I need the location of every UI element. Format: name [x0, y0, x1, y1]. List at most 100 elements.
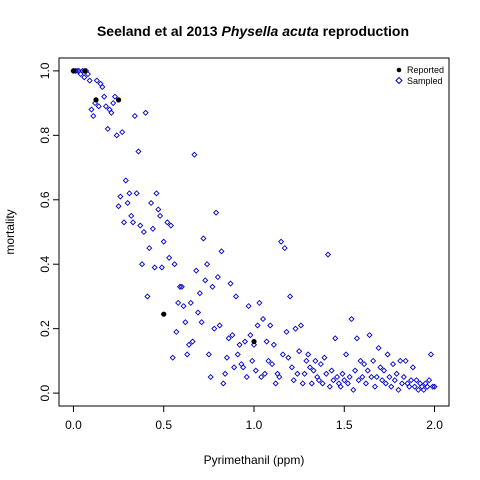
sampled-point	[191, 151, 198, 158]
y-axis: 0.0 0.2 0.4 0.6 0.8 1.0	[38, 62, 59, 401]
sampled-point	[164, 219, 171, 226]
sampled-point	[194, 309, 202, 316]
sampled-point	[232, 293, 239, 300]
sampled-point	[391, 377, 398, 384]
sampled-point	[323, 370, 330, 377]
sampled-point	[315, 377, 323, 384]
sampled-point	[288, 364, 295, 371]
sampled-point	[308, 380, 315, 387]
reported-point	[82, 68, 88, 74]
sampled-point	[265, 357, 272, 364]
sampled-point	[88, 106, 95, 113]
y-tick-label: 0.8	[38, 127, 52, 144]
sampled-point	[184, 351, 191, 358]
sampled-point	[171, 261, 178, 268]
legend-box	[392, 64, 446, 88]
sampled-point	[122, 177, 129, 184]
sampled-point	[209, 283, 216, 290]
y-tick-label: 0.2	[38, 320, 52, 337]
sampled-point	[84, 71, 91, 78]
sampled-point	[382, 380, 389, 387]
sampled-point	[234, 351, 241, 358]
sampled-point	[388, 383, 395, 390]
sampled-point	[261, 370, 268, 377]
sampled-point	[263, 338, 270, 345]
sampled-point	[368, 373, 375, 381]
sampled-point	[108, 109, 115, 116]
sampled-point	[380, 367, 388, 374]
sampled-point	[371, 383, 379, 390]
sampled-point	[101, 93, 108, 100]
chart-title-prefix: Seeland et al 2013	[97, 23, 222, 39]
sampled-point	[346, 373, 353, 381]
sampled-point	[245, 303, 252, 310]
reported-point	[70, 68, 77, 74]
sampled-point	[236, 341, 243, 348]
sampled-point	[270, 341, 277, 348]
y-tick-label: 0.4	[38, 256, 52, 273]
reported-points	[70, 68, 257, 345]
sampled-point	[276, 373, 283, 381]
sampled-point	[290, 377, 297, 384]
sampled-point	[182, 319, 189, 326]
sampled-point	[249, 357, 256, 364]
sampled-point	[332, 335, 339, 342]
sampled-point	[189, 338, 196, 345]
sampled-point	[334, 373, 341, 381]
sampled-point	[204, 261, 211, 268]
sampled-point	[81, 74, 88, 81]
sampled-point	[424, 383, 431, 390]
y-axis-label: mortality	[3, 209, 17, 254]
legend-reported-label: Reported	[407, 65, 444, 75]
sampled-point	[247, 332, 254, 339]
sampled-point	[128, 212, 135, 219]
y-tick-label: 0.6	[38, 191, 52, 208]
sampled-point	[185, 341, 193, 348]
x-tick-label: 1.0	[246, 418, 263, 432]
sampled-point	[406, 383, 413, 390]
sampled-point	[102, 103, 109, 110]
sampled-point	[259, 315, 267, 323]
sampled-point	[287, 293, 294, 300]
sampled-point	[211, 325, 218, 332]
sampled-point	[409, 364, 416, 371]
sampled-point	[326, 383, 333, 390]
sampled-point	[359, 373, 366, 381]
sampled-point	[214, 274, 221, 281]
sampled-point	[415, 386, 422, 393]
sampled-point	[169, 354, 176, 361]
sampled-point	[227, 280, 234, 287]
sampled-point	[225, 335, 232, 342]
sampled-point	[278, 238, 285, 245]
sampled-point	[86, 77, 93, 84]
sampled-point	[187, 299, 194, 306]
sampled-point	[256, 299, 263, 306]
sampled-point	[135, 148, 142, 155]
sampled-point	[361, 361, 368, 368]
sampled-point	[93, 77, 100, 84]
sampled-point	[337, 383, 344, 390]
sampled-point	[317, 361, 324, 368]
sampled-point	[279, 351, 286, 358]
sampled-point	[267, 322, 274, 329]
sampled-point	[292, 325, 299, 332]
reported-point	[115, 97, 122, 103]
sampled-point	[99, 83, 106, 91]
sampled-point	[420, 386, 427, 393]
sampled-point	[243, 373, 250, 381]
sampled-point	[366, 332, 373, 339]
sampled-point	[155, 206, 162, 213]
sampled-point	[218, 248, 225, 255]
sampled-point	[142, 109, 149, 116]
sampled-point	[176, 283, 184, 290]
sampled-point	[207, 373, 214, 381]
y-tick-label: 1.0	[38, 62, 52, 79]
sampled-point	[149, 225, 156, 232]
sampled-points	[70, 67, 438, 393]
sampled-point	[213, 209, 220, 216]
reported-point	[161, 311, 167, 317]
sampled-point	[373, 373, 380, 381]
sampled-point	[324, 251, 332, 258]
sampled-point	[364, 367, 371, 374]
sampled-point	[240, 364, 247, 371]
